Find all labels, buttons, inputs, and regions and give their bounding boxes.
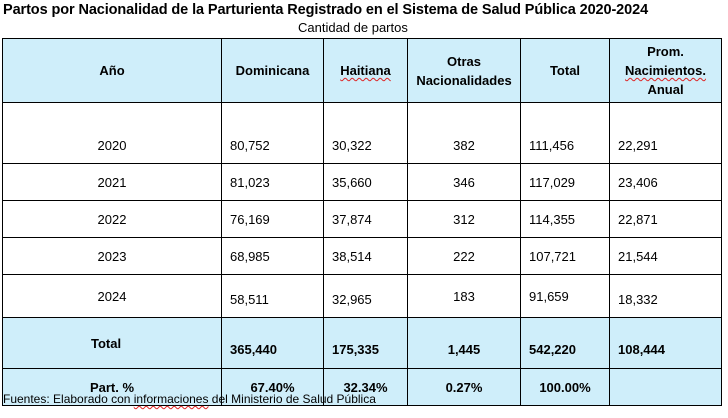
cell-otras: 183 [407,274,521,318]
footnote-part1: Fuentes: Elaborado con [3,392,134,406]
cell-haitiana: 35,660 [323,163,408,201]
participation-label: Part. % [2,368,222,406]
header-haitiana: Haitiana [323,38,408,103]
cell-total: 114,355 [520,200,610,238]
cell-prom: 23,406 [609,163,722,201]
header-otras: Otras Nacionalidades [407,38,521,103]
totals-haitiana: 175,335 [323,317,408,369]
table-subtitle: Cantidad de partos [298,20,408,35]
cell-dominicana: 81,023 [221,163,324,201]
table-row: 2022 76,169 37,874 312 114,355 22,871 [2,200,722,238]
header-haitiana-label: Haitiana [340,63,391,78]
source-footnote: Fuentes: Elaborado con informaciones del… [3,392,376,406]
cell-dominicana: 68,985 [221,237,324,275]
totals-prom: 108,444 [609,317,722,369]
header-year: Año [2,38,222,103]
cell-haitiana: 38,514 [323,237,408,275]
births-table: Año Dominicana Haitiana Otras Nacionalid… [2,38,722,406]
cell-otras: 346 [407,163,521,201]
cell-total: 107,721 [520,237,610,275]
header-row: Año Dominicana Haitiana Otras Nacionalid… [2,38,722,103]
totals-row: Total 365,440 175,335 1,445 542,220 108,… [2,317,722,369]
footnote-part3: del Ministerio de Salud Pública [208,392,376,406]
totals-otras: 1,445 [407,317,521,369]
table-row: 2024 58,511 32,965 183 91,659 18,332 [2,274,722,318]
header-total: Total [520,38,610,103]
header-otras-line1: Otras [447,53,481,69]
header-prom-line3: Anual [647,82,684,97]
cell-dominicana: 58,511 [221,274,324,318]
cell-year: 2022 [2,200,222,238]
cell-year: 2021 [2,163,222,201]
page-title: Partos por Nacionalidad de la Parturient… [3,2,649,18]
cell-year: 2020 [2,102,222,164]
cell-dominicana: 80,752 [221,102,324,164]
participation-prom [609,368,722,406]
cell-prom: 21,544 [609,237,722,275]
totals-dominicana: 365,440 [221,317,324,369]
cell-dominicana: 76,169 [221,200,324,238]
cell-haitiana: 30,322 [323,102,408,164]
cell-prom: 22,871 [609,200,722,238]
header-prom: Prom. Nacimientos. Anual [609,38,722,103]
cell-otras: 312 [407,200,521,238]
participation-otras: 0.27% [407,368,521,406]
cell-otras: 382 [407,102,521,164]
cell-otras: 222 [407,237,521,275]
header-dominicana: Dominicana [221,38,324,103]
totals-label: Total [2,317,222,369]
cell-total: 111,456 [520,102,610,164]
table-row: 2023 68,985 38,514 222 107,721 21,544 [2,237,722,275]
participation-total: 100.00% [520,368,610,406]
cell-year: 2023 [2,237,222,275]
header-prom-line1: Prom. [647,44,684,59]
table-row: 2021 81,023 35,660 346 117,029 23,406 [2,163,722,201]
footnote-part2: informaciones [133,392,209,406]
cell-prom: 22,291 [609,102,722,164]
cell-prom: 18,332 [609,274,722,318]
table-row: 2020 80,752 30,322 382 111,456 22,291 [2,102,722,164]
cell-total: 91,659 [520,274,610,318]
header-otras-line2: Nacionalidades [416,72,512,88]
participation-haitiana: 32.34% [323,368,408,406]
header-prom-line2: Nacimientos. [625,63,706,78]
cell-total: 117,029 [520,163,610,201]
cell-haitiana: 37,874 [323,200,408,238]
totals-total: 542,220 [520,317,610,369]
participation-row: Part. % 67.40% 32.34% 0.27% 100.00% [2,368,722,406]
cell-year: 2024 [2,274,222,318]
cell-haitiana: 32,965 [323,274,408,318]
